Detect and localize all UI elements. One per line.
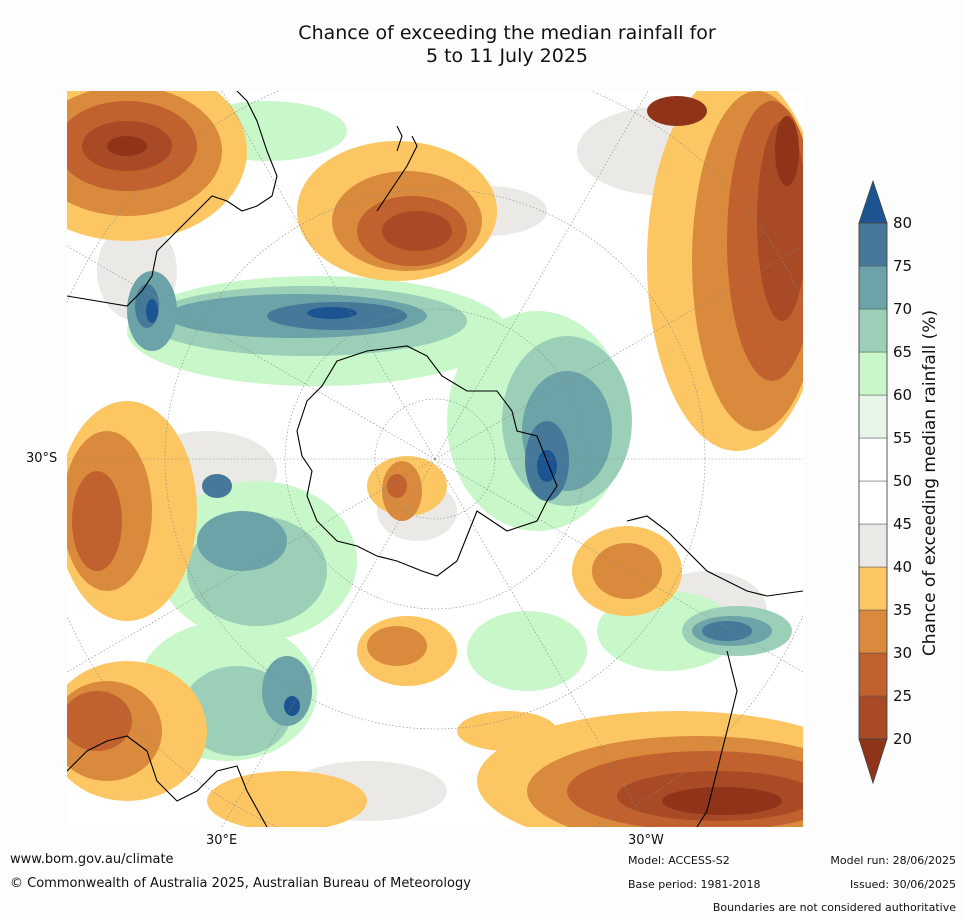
colorbar-band-25-30 [858,652,888,697]
colorbar-tick-80: 80 [893,214,913,232]
band-under-20-areas [107,96,799,815]
title-line-2: 5 to 11 July 2025 [425,45,589,67]
colorbar-label: Chance of exceeding median rainfall (%) [920,309,940,657]
antarctica-coastline [296,345,558,577]
footer-issued: Issued: 30/06/2025 [849,878,956,891]
footer-base-period: Base period: 1981-2018 [628,878,761,891]
colorbar-tick-45: 45 [893,515,913,533]
colorbar-band-40-45 [858,523,888,568]
lat-label-30s: 30°S [26,451,58,466]
colorbar-band-60-65 [858,351,888,396]
colorbar-tick-40: 40 [893,558,913,576]
south-america-coastline [626,515,803,827]
colorbar-tick-50: 50 [893,472,913,490]
footer-disclaimer: Boundaries are not considered authoritat… [712,901,956,914]
colorbar-band-50-55 [858,437,888,482]
colorbar-tick-35: 35 [893,601,913,619]
graticule [67,91,803,827]
colorbar-tick-20: 20 [893,730,913,748]
colorbar-extend-under-20 [858,738,888,785]
colorbar-band-75-80 [858,222,888,267]
australia-coastline [67,91,278,307]
colorbar-tick-55: 55 [893,429,913,447]
africa-coastline [67,735,268,827]
colorbar [858,180,888,785]
rainfall-probability-map [67,91,803,827]
map-title: Chance of exceeding the median rainfall … [67,22,947,68]
colorbar-band-55-60 [858,394,888,439]
colorbar-extend-over-80 [858,180,888,224]
colorbar-band-35-40 [858,566,888,611]
colorbar-tick-70: 70 [893,300,913,318]
new-zealand-coastline [376,125,418,212]
colorbar-band-65-70 [858,308,888,353]
lon-label-30e: 30°E [206,833,238,848]
footer-model: Model: ACCESS-S2 [628,854,730,867]
footer-copyright: © Commonwealth of Australia 2025, Austra… [10,876,471,891]
footer-model-run: Model run: 28/06/2025 [830,854,956,867]
colorbar-tick-75: 75 [893,257,913,275]
colorbar-tick-25: 25 [893,687,913,705]
lon-label-30w: 30°W [628,833,664,848]
colorbar-band-20-25 [858,695,888,740]
colorbar-band-45-50 [858,480,888,525]
colorbar-band-30-35 [858,609,888,654]
title-line-1: Chance of exceeding the median rainfall … [298,22,716,44]
colorbar-tick-65: 65 [893,343,913,361]
map-canvas [67,91,803,827]
coastlines [67,91,803,827]
colorbar-tick-30: 30 [893,644,913,662]
colorbar-band-70-75 [858,265,888,310]
footer-url: www.bom.gov.au/climate [10,852,174,867]
colorbar-tick-60: 60 [893,386,913,404]
